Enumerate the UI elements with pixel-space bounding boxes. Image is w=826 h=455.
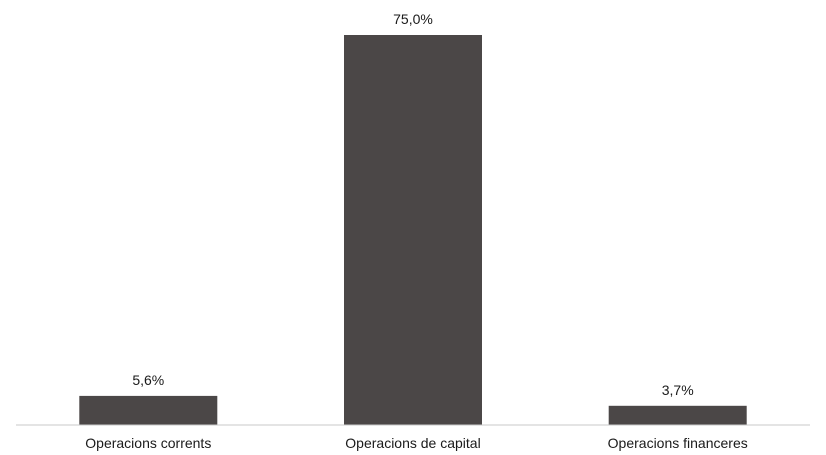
bar-1	[79, 395, 218, 425]
data-label-2: 75,0%	[393, 11, 433, 27]
data-labels-group: 5,6% 75,0% 3,7%	[132, 11, 693, 398]
x-tick-label-2: Operacions de capital	[345, 435, 480, 451]
bar-2	[344, 35, 482, 425]
x-tick-label-1: Operacions corrents	[85, 435, 211, 451]
bars-group	[79, 35, 747, 425]
data-label-3: 3,7%	[662, 382, 694, 398]
bar-3	[608, 405, 747, 425]
data-label-1: 5,6%	[132, 372, 164, 388]
x-tick-label-3: Operacions financeres	[608, 435, 748, 451]
x-tick-labels-group: Operacions corrents Operacions de capital…	[85, 435, 747, 451]
